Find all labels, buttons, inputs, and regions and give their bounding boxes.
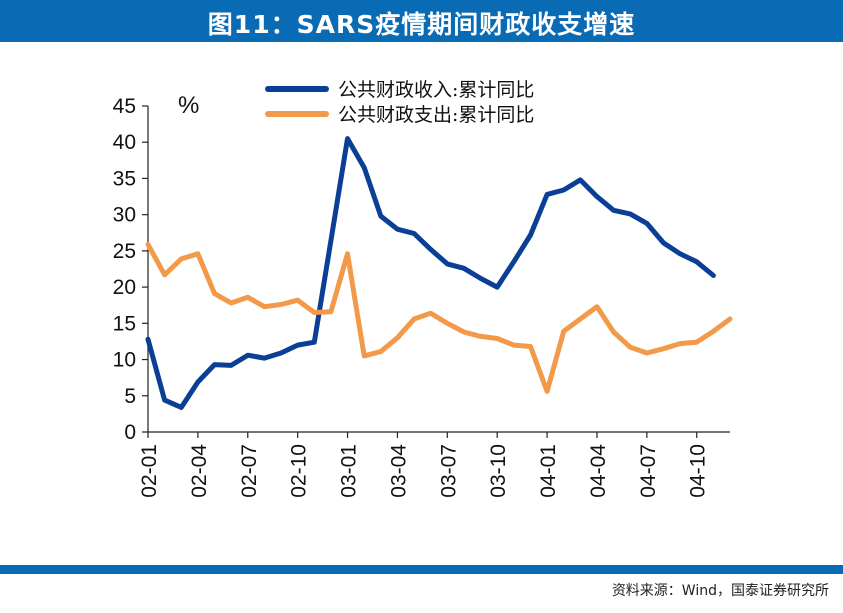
x-tick-label: 04-10 — [687, 444, 710, 498]
y-axis: 0 5 10 15 20 25 30 35 40 45 — [113, 95, 149, 444]
x-tick-label: 04-01 — [537, 444, 560, 498]
x-tick-label: 03-10 — [487, 444, 510, 498]
x-tick-label: 02-04 — [188, 444, 211, 498]
y-tick-label: 15 — [113, 312, 136, 335]
x-axis: 02-01 02-04 02-07 02-10 03-01 03-04 03-07 03-10… — [138, 431, 730, 498]
x-tick-label: 02-01 — [138, 444, 161, 498]
line-chart: 公共财政收入:累计同比 公共财政支出:累计同比 % 0 5 10 15 20 25 30 35… — [113, 79, 733, 498]
y-tick-label: 45 — [113, 95, 136, 118]
title-bar: 图11：SARS疫情期间财政收支增速 — [0, 0, 843, 42]
y-tick-label: 10 — [113, 349, 136, 372]
legend: 公共财政收入:累计同比 公共财政支出:累计同比 — [265, 79, 534, 126]
y-tick-label: 5 — [124, 385, 136, 408]
footer-rule — [0, 565, 843, 574]
legend-label-expenditure: 公共财政支出:累计同比 — [338, 104, 534, 126]
x-tick-label: 02-07 — [238, 444, 261, 498]
y-tick-label: 25 — [113, 240, 136, 263]
y-tick-label: 30 — [113, 204, 136, 227]
y-axis-unit-label: % — [178, 92, 199, 119]
y-tick-label: 0 — [124, 421, 136, 444]
legend-label-revenue: 公共财政收入:累计同比 — [338, 79, 534, 101]
x-tick-label: 02-10 — [288, 444, 311, 498]
series-lines — [145, 136, 733, 410]
source-note: 资料来源：Wind，国泰证券研究所 — [611, 583, 829, 599]
y-tick-label: 35 — [113, 167, 136, 190]
y-tick-label: 40 — [113, 131, 136, 154]
series-line-expenditure — [145, 241, 733, 394]
x-tick-label: 03-01 — [338, 444, 361, 498]
x-tick-label: 03-07 — [437, 444, 460, 498]
x-tick-label: 04-07 — [637, 444, 660, 498]
x-tick-label: 03-04 — [387, 444, 410, 498]
chart-title: 图11：SARS疫情期间财政收支增速 — [207, 10, 636, 39]
y-tick-label: 20 — [113, 276, 136, 299]
x-tick-label: 04-04 — [587, 444, 610, 498]
series-line-revenue — [145, 136, 716, 410]
